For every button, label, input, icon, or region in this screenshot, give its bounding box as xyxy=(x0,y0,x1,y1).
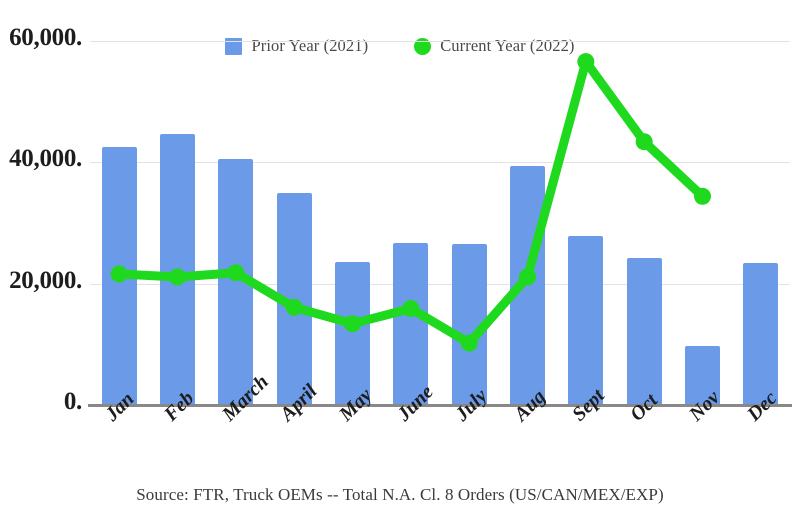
y-axis-tick-label: 60,000. xyxy=(9,24,82,51)
bar[interactable] xyxy=(160,134,195,405)
y-axis-tick-label: 40,000. xyxy=(9,145,82,173)
plot-area xyxy=(90,41,790,405)
chart-source-caption: Source: FTR, Truck OEMs -- Total N.A. Cl… xyxy=(136,485,664,504)
bar[interactable] xyxy=(685,346,720,405)
bar[interactable] xyxy=(335,261,370,405)
bar[interactable] xyxy=(393,243,429,405)
bar[interactable] xyxy=(276,193,312,405)
y-axis-tick-label: 0. xyxy=(63,388,82,415)
bar[interactable] xyxy=(626,257,662,405)
gridline xyxy=(90,41,790,42)
y-axis-tick-label: 20,000. xyxy=(9,266,82,294)
bar[interactable] xyxy=(451,244,487,405)
bar[interactable] xyxy=(568,235,604,405)
x-axis-line xyxy=(88,404,792,407)
bar[interactable] xyxy=(743,263,779,405)
bar[interactable] xyxy=(101,147,137,405)
bar[interactable] xyxy=(510,165,545,405)
gridline xyxy=(90,162,790,164)
bar[interactable] xyxy=(218,158,254,405)
gridline xyxy=(90,283,790,285)
